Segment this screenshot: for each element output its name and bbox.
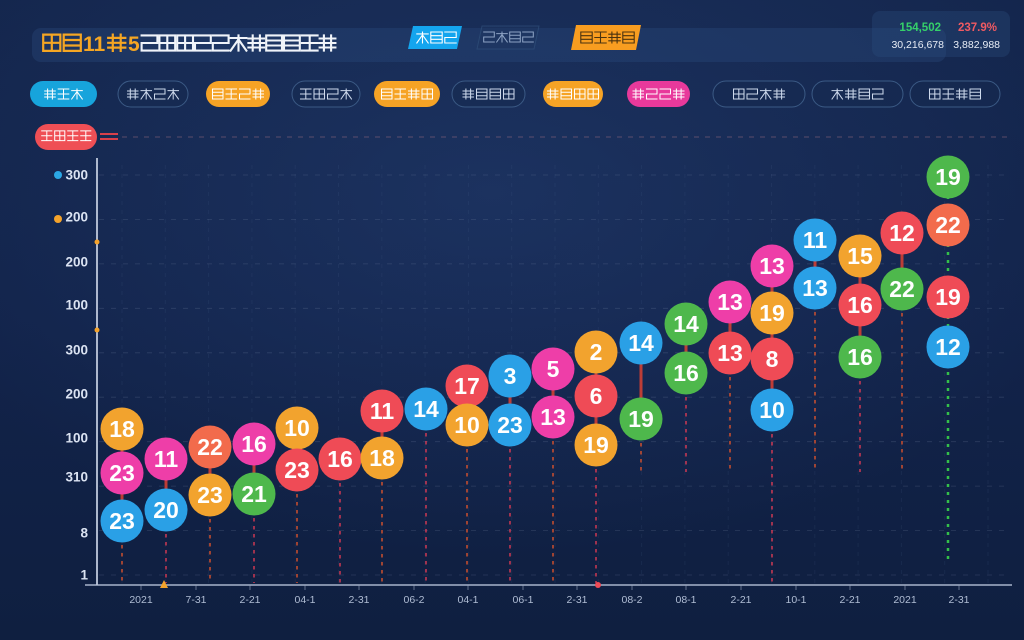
svg-text:300: 300	[65, 168, 88, 183]
svg-text:2: 2	[590, 339, 603, 365]
svg-text:2-31: 2-31	[348, 594, 369, 606]
svg-text:1: 1	[80, 568, 88, 583]
svg-text:08-2: 08-2	[621, 594, 642, 606]
svg-text:17: 17	[454, 373, 480, 399]
svg-text:11: 11	[803, 227, 828, 253]
svg-text:2-21: 2-21	[839, 594, 860, 606]
svg-text:2-31: 2-31	[566, 594, 587, 606]
svg-text:11: 11	[370, 398, 395, 424]
svg-text:13: 13	[802, 275, 828, 301]
svg-text:19: 19	[759, 300, 785, 326]
svg-text:13: 13	[717, 340, 743, 366]
svg-text:13: 13	[717, 289, 743, 315]
svg-text:8: 8	[766, 346, 779, 372]
svg-text:19: 19	[935, 164, 961, 190]
svg-text:08-1: 08-1	[675, 594, 696, 606]
svg-text:19: 19	[583, 432, 609, 458]
svg-text:19: 19	[628, 406, 654, 432]
svg-text:23: 23	[197, 482, 223, 508]
svg-text:10: 10	[284, 415, 310, 441]
svg-text:6: 6	[590, 383, 603, 409]
svg-text:11: 11	[83, 33, 106, 56]
svg-text:19: 19	[935, 284, 961, 310]
svg-text:06-2: 06-2	[403, 594, 424, 606]
svg-text:237.9%: 237.9%	[958, 22, 997, 34]
svg-text:04-1: 04-1	[457, 594, 478, 606]
svg-text:23: 23	[497, 412, 523, 438]
svg-text:16: 16	[673, 360, 699, 386]
svg-text:5: 5	[547, 356, 560, 382]
svg-text:30,216,678: 30,216,678	[891, 39, 944, 51]
svg-text:3,882,988: 3,882,988	[953, 39, 1000, 51]
svg-text:13: 13	[540, 404, 566, 430]
svg-text:154,502: 154,502	[899, 22, 941, 34]
svg-text:10: 10	[759, 397, 785, 423]
svg-text:16: 16	[847, 344, 873, 370]
svg-text:2021: 2021	[893, 594, 917, 606]
svg-text:2021: 2021	[129, 594, 153, 606]
svg-text:23: 23	[109, 508, 135, 534]
svg-text:20: 20	[153, 497, 179, 523]
svg-text:22: 22	[197, 434, 223, 460]
svg-text:22: 22	[889, 276, 915, 302]
svg-text:200: 200	[65, 210, 88, 225]
svg-text:7-31: 7-31	[185, 594, 206, 606]
svg-text:23: 23	[284, 457, 310, 483]
svg-text:21: 21	[241, 481, 267, 507]
svg-text:200: 200	[65, 387, 88, 402]
svg-text:18: 18	[109, 416, 135, 442]
svg-text:16: 16	[327, 446, 353, 472]
svg-text:10-1: 10-1	[785, 594, 806, 606]
svg-text:3: 3	[504, 363, 517, 389]
svg-text:16: 16	[847, 292, 873, 318]
svg-text:100: 100	[65, 431, 88, 446]
svg-text:04-1: 04-1	[294, 594, 315, 606]
svg-text:200: 200	[65, 255, 88, 270]
svg-text:2-31: 2-31	[948, 594, 969, 606]
svg-text:100: 100	[65, 298, 88, 313]
svg-text:8: 8	[80, 526, 88, 541]
svg-text:23: 23	[109, 460, 135, 486]
svg-text:14: 14	[673, 311, 699, 337]
svg-text:310: 310	[65, 470, 88, 485]
svg-text:2-21: 2-21	[730, 594, 751, 606]
svg-text:22: 22	[935, 212, 961, 238]
svg-text:11: 11	[154, 446, 179, 472]
svg-text:12: 12	[889, 220, 915, 246]
svg-text:10: 10	[454, 412, 480, 438]
svg-text:06-1: 06-1	[512, 594, 533, 606]
svg-text:15: 15	[847, 243, 873, 269]
svg-text:14: 14	[413, 396, 439, 422]
svg-text:18: 18	[369, 445, 395, 471]
svg-text:300: 300	[65, 343, 88, 358]
svg-text:13: 13	[759, 253, 785, 279]
svg-text:5: 5	[128, 33, 140, 56]
svg-text:16: 16	[241, 431, 267, 457]
svg-text:12: 12	[935, 334, 961, 360]
svg-text:2-21: 2-21	[239, 594, 260, 606]
svg-text:14: 14	[628, 330, 654, 356]
